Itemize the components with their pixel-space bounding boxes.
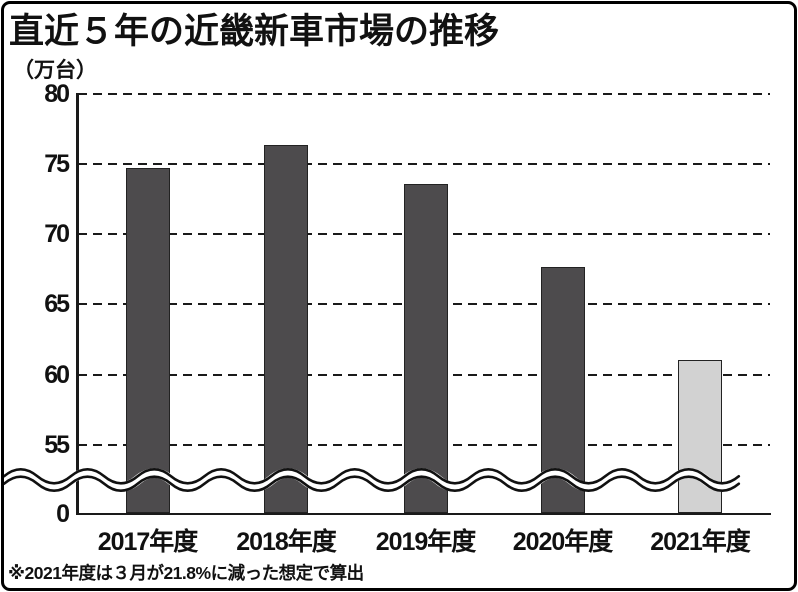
y-tick-label-80: 80: [44, 80, 70, 109]
bar-2018: [264, 144, 308, 514]
x-axis-line: [76, 512, 771, 515]
y-tick-label-60: 60: [44, 360, 70, 389]
x-label-2021: 2021年度: [650, 528, 751, 556]
gridline-75: [78, 163, 770, 166]
y-axis-unit-label: （万台）: [13, 59, 97, 82]
y-tick-label-70: 70: [44, 220, 70, 249]
x-label-2017: 2017年度: [97, 528, 199, 556]
y-axis-line: [76, 93, 79, 515]
y-tick-label-55: 55: [44, 430, 70, 459]
chart-title: 直近５年の近畿新車市場の推移: [9, 12, 500, 51]
y-tick-label-75: 75: [44, 150, 70, 179]
y-tick-label-0: 0: [56, 499, 70, 528]
x-label-2019: 2019年度: [375, 528, 477, 556]
y-tick-label-65: 65: [44, 290, 70, 319]
bar-2017: [125, 168, 170, 514]
footnote: ※2021年度は３月が21.8%に減った想定で算出: [8, 563, 364, 583]
x-label-2018: 2018年度: [236, 528, 337, 556]
x-label-2020: 2020年度: [512, 528, 614, 556]
gridline-80: [78, 93, 770, 96]
bar-2019: [403, 183, 448, 514]
bar-2021: [678, 360, 722, 514]
axis-break-wave-icon: [4, 467, 771, 493]
